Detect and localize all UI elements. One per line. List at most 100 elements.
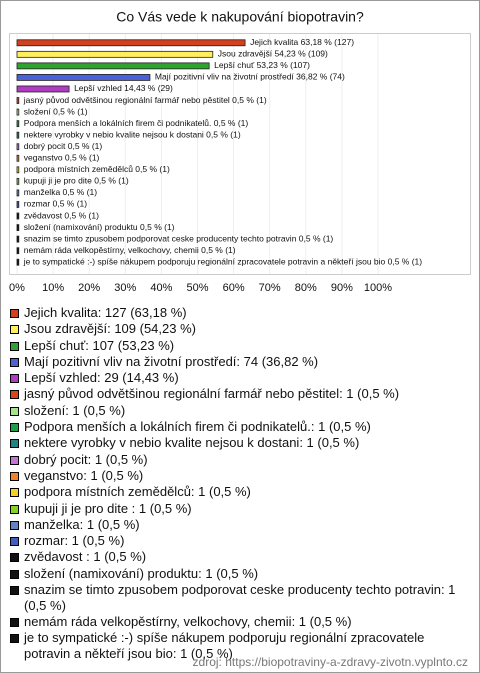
legend-label: Jsou zdravější: 109 (54,23 %): [24, 321, 196, 337]
bar-label: kupuji ji je pro dite 0,5 % (1): [24, 176, 129, 186]
legend-swatch: [10, 537, 19, 547]
bar-label: rozmar 0,5 % (1): [24, 199, 87, 209]
legend-swatch: [10, 374, 19, 384]
legend-label: jasný původ odvětšinou regionální farmář…: [24, 386, 400, 402]
bar-label: je to sympatické :-) spíše nákupem podpo…: [23, 256, 422, 266]
x-tick-label: 40%: [150, 282, 172, 294]
legend-item: je to sympatické :-) spíše nákupem podpo…: [10, 630, 465, 661]
legend-item: nektere vyrobky v nebio kvalite nejsou k…: [10, 435, 465, 451]
bar: [16, 120, 20, 128]
legend: Jejich kvalita: 127 (63,18 %) Jsou zdravě…: [10, 305, 465, 662]
legend-item: podpora místních zemědělců: 1 (0,5 %): [10, 484, 465, 500]
legend-label: veganstvo: 1 (0,5 %): [24, 467, 144, 483]
bar: [16, 247, 20, 255]
bar: [16, 166, 20, 174]
legend-item: Mají pozitivní vliv na životní prostředí…: [10, 354, 465, 370]
plot-frame: [9, 33, 471, 275]
bar: [16, 201, 20, 208]
legend-swatch: [10, 309, 19, 318]
legend-item: rozmar: 1 (0,5 %): [10, 533, 465, 549]
bar-label: manželka 0,5 % (1): [24, 187, 97, 197]
bar-label: složení 0,5 % (1): [24, 106, 88, 116]
legend-item: jasný původ odvětšinou regionální farmář…: [10, 386, 465, 402]
bar: [16, 177, 20, 185]
legend-item: Podpora menších a lokálních firem či pod…: [10, 419, 465, 435]
legend-item: složení (namixování) produktu: 1 (0,5 %): [10, 566, 465, 582]
x-tick-label: 20%: [78, 282, 100, 294]
bar-label: složení (namixování) produktu 0,5 % (1): [24, 222, 175, 232]
bar: [16, 131, 20, 139]
x-tick-label: 80%: [295, 282, 317, 294]
bar-label: veganstvo 0,5 % (1): [24, 153, 100, 163]
bar-label: Podpora menších a lokálních firem či pod…: [24, 118, 249, 128]
x-tick-label: 100%: [364, 282, 392, 294]
legend-item: Lepší chuť: 107 (53,23 %): [10, 338, 465, 354]
x-tick-label: 30%: [114, 282, 136, 294]
bar: [16, 97, 20, 104]
bar: [16, 235, 20, 243]
source: zdroj: https://biopotraviny-a-zdravy-ziv…: [192, 655, 468, 669]
bar: [16, 189, 20, 197]
legend-item: dobrý pocit: 1 (0,5 %): [10, 452, 465, 468]
legend-swatch: [10, 520, 19, 530]
legend-swatch: [10, 504, 19, 514]
bar-label: nektere vyrobky v nebio kvalite nejsou k…: [24, 129, 241, 139]
legend-label: rozmar: 1 (0,5 %): [24, 533, 125, 549]
legend-item: Lepší vzhled: 29 (14,43 %): [10, 370, 465, 386]
legend-swatch: [10, 455, 19, 465]
bar-label: Jejich kvalita 63,18 % (127): [250, 37, 354, 47]
legend-swatch: [10, 423, 19, 433]
legend-label: Lepší chuť: 107 (53,23 %): [24, 337, 175, 353]
legend-label: zvědavost : 1 (0,5 %): [24, 549, 147, 565]
legend-label: dobrý pocit: 1 (0,5 %): [24, 451, 148, 467]
legend-label: složení (namixování) produktu: 1 (0,5 %): [24, 565, 259, 581]
legend-swatch: [10, 439, 19, 449]
legend-label: manželka: 1 (0,5 %): [24, 516, 140, 532]
legend-swatch: [10, 634, 19, 644]
bar: [16, 258, 20, 266]
x-tick-label: 60%: [223, 282, 245, 294]
legend-label: podpora místních zemědělců: 1 (0,5 %): [24, 484, 251, 500]
legend-label: složení: 1 (0,5 %): [24, 402, 126, 418]
x-tick-label: 10%: [42, 282, 64, 294]
legend-swatch: [10, 618, 19, 628]
bar: [16, 50, 214, 58]
chart-title: Co Vás vede k nakupování biopotravin?: [116, 9, 364, 25]
legend-swatch: [10, 471, 19, 481]
legend-label: snazim se timto zpusobem podporovat cesk…: [24, 582, 456, 613]
bar-label: jasný původ odvětšinou regionální farmář…: [23, 95, 267, 105]
legend-item: Jsou zdravější: 109 (54,23 %): [10, 321, 465, 337]
legend-label: nektere vyrobky v nebio kvalite nejsou k…: [24, 435, 360, 451]
legend-label: Jejich kvalita: 127 (63,18 %): [24, 305, 187, 320]
legend-swatch: [10, 406, 19, 416]
legend-swatch: [10, 325, 19, 335]
legend-label: kupuji ji je pro dite : 1 (0,5 %): [24, 500, 192, 516]
bar: [16, 62, 210, 70]
legend-swatch: [10, 569, 19, 579]
legend-item: manželka: 1 (0,5 %): [10, 517, 465, 533]
legend-label: Mají pozitivní vliv na životní prostředí…: [24, 353, 319, 369]
bar: [16, 212, 20, 220]
bar-label: snazim se timto zpusobem podporovat cesk…: [24, 233, 334, 243]
bar-label: Mají pozitivní vliv na životní prostředí…: [155, 72, 345, 82]
bar-label: Jsou zdravější 54,23 % (109): [218, 49, 328, 59]
bar: [16, 224, 20, 231]
legend-item: nemám ráda velkopěstírny, velkochovy, ch…: [10, 614, 465, 630]
x-tick-label: 70%: [259, 282, 281, 294]
legend-item: snazim se timto zpusobem podporovat cesk…: [10, 582, 465, 613]
bar-label: podpora místních zemědělců 0,5 % (1): [24, 164, 170, 174]
legend-item: složení: 1 (0,5 %): [10, 403, 465, 419]
x-tick-label: 50%: [186, 282, 208, 294]
legend-item: zvědavost : 1 (0,5 %): [10, 549, 465, 565]
legend-label: je to sympatické :-) spíše nákupem podpo…: [24, 630, 425, 662]
bar: [16, 154, 20, 162]
bar-label: Lepší vzhled 14,43 % (29): [74, 83, 173, 93]
legend-item: kupuji ji je pro dite : 1 (0,5 %): [10, 501, 465, 517]
bar: [16, 39, 246, 47]
legend-swatch: [10, 357, 19, 367]
bar-label: nemám ráda velkopěstírny, velkochovy, ch…: [24, 245, 236, 255]
legend-swatch: [10, 341, 19, 351]
bar-label: zvědavost 0,5 % (1): [24, 210, 99, 220]
